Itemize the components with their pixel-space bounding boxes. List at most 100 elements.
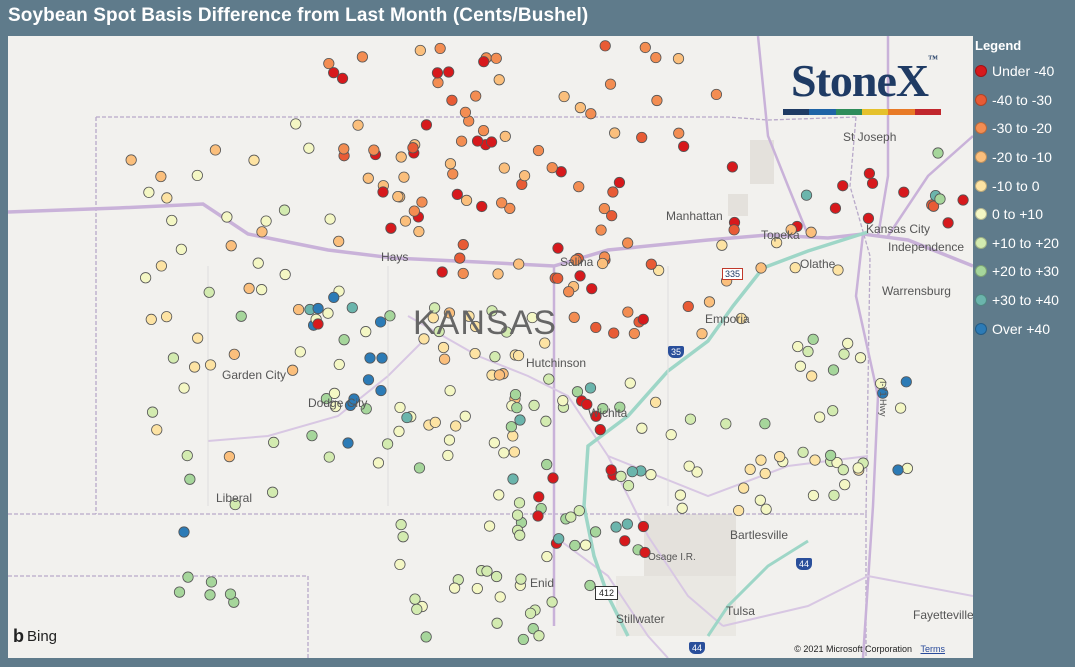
basis-point[interactable] xyxy=(590,321,602,334)
legend-item[interactable]: +30 to +40 xyxy=(975,286,1073,315)
basis-point[interactable] xyxy=(493,74,505,86)
basis-point[interactable] xyxy=(252,257,264,269)
basis-point[interactable] xyxy=(178,382,190,394)
basis-point[interactable] xyxy=(182,571,194,583)
basis-point[interactable] xyxy=(645,258,657,270)
basis-point[interactable] xyxy=(580,539,592,551)
basis-point[interactable] xyxy=(478,56,490,68)
basis-point[interactable] xyxy=(499,130,511,142)
basis-point[interactable] xyxy=(672,53,685,65)
basis-points-layer[interactable] xyxy=(125,40,969,646)
basis-point[interactable] xyxy=(568,311,580,323)
basis-point[interactable] xyxy=(622,306,634,318)
basis-point[interactable] xyxy=(436,266,448,278)
basis-point[interactable] xyxy=(204,589,216,601)
basis-point[interactable] xyxy=(394,401,406,414)
basis-point[interactable] xyxy=(639,41,651,54)
basis-point[interactable] xyxy=(584,579,596,592)
basis-point[interactable] xyxy=(496,197,508,209)
basis-point[interactable] xyxy=(248,154,260,166)
basis-point[interactable] xyxy=(476,200,488,213)
basis-point[interactable] xyxy=(498,162,510,174)
basis-point[interactable] xyxy=(492,268,504,280)
basis-point[interactable] xyxy=(895,402,907,414)
basis-point[interactable] xyxy=(674,489,686,501)
basis-point[interactable] xyxy=(167,352,180,364)
basis-point[interactable] xyxy=(533,491,545,503)
basis-point[interactable] xyxy=(399,215,412,227)
basis-point[interactable] xyxy=(569,539,581,552)
basis-point[interactable] xyxy=(607,186,619,198)
basis-point[interactable] xyxy=(866,177,879,189)
basis-point[interactable] xyxy=(832,264,844,276)
basis-point[interactable] xyxy=(710,88,723,101)
basis-point[interactable] xyxy=(794,360,807,372)
basis-point[interactable] xyxy=(188,361,201,373)
basis-point[interactable] xyxy=(494,591,506,603)
basis-point[interactable] xyxy=(161,192,173,204)
basis-point[interactable] xyxy=(800,189,813,201)
basis-point[interactable] xyxy=(760,503,772,515)
basis-point[interactable] xyxy=(557,395,569,407)
basis-point[interactable] xyxy=(532,510,544,522)
basis-point[interactable] xyxy=(463,310,475,322)
basis-point[interactable] xyxy=(518,170,531,182)
basis-point[interactable] xyxy=(546,162,558,174)
basis-point[interactable] xyxy=(682,300,694,313)
basis-point[interactable] xyxy=(637,520,650,533)
basis-point[interactable] xyxy=(362,374,375,386)
basis-point[interactable] xyxy=(471,135,484,147)
basis-point[interactable] xyxy=(827,364,840,376)
basis-point[interactable] xyxy=(726,161,739,173)
basis-point[interactable] xyxy=(842,337,854,349)
basis-point[interactable] xyxy=(394,558,406,571)
basis-point[interactable] xyxy=(442,449,454,462)
basis-point[interactable] xyxy=(377,186,389,198)
basis-point[interactable] xyxy=(637,313,649,325)
basis-point[interactable] xyxy=(268,436,280,449)
basis-point[interactable] xyxy=(449,582,461,594)
basis-point[interactable] xyxy=(401,411,413,424)
basis-point[interactable] xyxy=(256,284,268,296)
basis-point[interactable] xyxy=(411,603,423,615)
basis-point[interactable] xyxy=(825,449,837,461)
basis-point[interactable] xyxy=(665,429,677,441)
basis-point[interactable] xyxy=(498,447,510,459)
basis-point[interactable] xyxy=(140,272,152,284)
basis-point[interactable] xyxy=(438,353,451,365)
basis-point[interactable] xyxy=(626,466,638,478)
basis-point[interactable] xyxy=(733,504,745,517)
basis-point[interactable] xyxy=(598,202,610,215)
basis-point[interactable] xyxy=(443,66,455,78)
basis-point[interactable] xyxy=(624,377,636,389)
basis-point[interactable] xyxy=(454,252,466,264)
basis-point[interactable] xyxy=(932,147,944,159)
basis-point[interactable] xyxy=(450,420,462,432)
basis-point[interactable] xyxy=(716,239,728,251)
basis-point[interactable] xyxy=(585,108,597,120)
basis-point[interactable] xyxy=(574,102,586,114)
basis-point[interactable] xyxy=(470,90,482,102)
basis-point[interactable] xyxy=(323,451,335,463)
basis-point[interactable] xyxy=(581,398,593,410)
basis-point[interactable] xyxy=(328,291,340,304)
basis-point[interactable] xyxy=(755,454,767,466)
basis-point[interactable] xyxy=(145,313,157,326)
basis-point[interactable] xyxy=(221,211,233,223)
basis-point[interactable] xyxy=(375,384,387,397)
basis-point[interactable] xyxy=(457,267,469,280)
basis-point[interactable] xyxy=(381,438,394,450)
basis-point[interactable] xyxy=(807,333,819,345)
basis-point[interactable] xyxy=(619,535,631,547)
basis-point[interactable] xyxy=(597,403,609,415)
basis-point[interactable] xyxy=(364,352,376,364)
basis-point[interactable] xyxy=(862,212,875,224)
basis-point[interactable] xyxy=(328,67,340,79)
basis-point[interactable] xyxy=(397,531,409,543)
basis-point[interactable] xyxy=(348,393,360,405)
basis-point[interactable] xyxy=(586,283,598,295)
basis-point[interactable] xyxy=(797,446,809,458)
basis-point[interactable] xyxy=(547,472,559,484)
basis-point[interactable] xyxy=(447,168,459,180)
basis-point[interactable] xyxy=(863,167,876,180)
